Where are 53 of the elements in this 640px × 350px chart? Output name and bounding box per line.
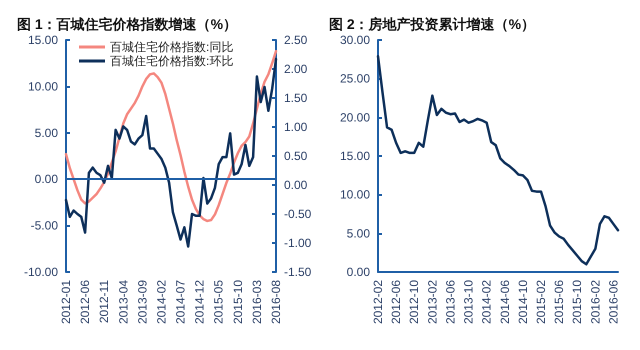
x-tick-label: 2012-11: [97, 280, 112, 324]
y2-tick-label: 2.50: [284, 33, 308, 47]
x-tick-label: 2016-06: [606, 280, 620, 324]
y-tick-label: 10.00: [340, 188, 370, 202]
x-tick-label: 2015-06: [552, 280, 566, 324]
x-tick-label: 2016-08: [269, 280, 283, 324]
x-tick-label: 2015-05: [212, 280, 226, 324]
chart-title: 图 1：百城住宅价格指数增速（%）: [17, 16, 238, 32]
x-tick-label: 2014-07: [174, 280, 188, 324]
y-tick-label: 0.00: [34, 172, 58, 186]
y-tick-label: 25.00: [340, 72, 370, 86]
y2-tick-label: 1.50: [284, 91, 308, 105]
x-tick-label: 2013-06: [443, 280, 458, 324]
x-tick-label: 2015-10: [230, 280, 245, 324]
y2-tick-label: 0.00: [284, 178, 308, 192]
x-tick-label: 2016-02: [588, 280, 602, 324]
x-tick-label: 2012-06: [389, 280, 404, 324]
chart-title: 图 2：房地产投资累计增速（%）: [329, 16, 536, 32]
x-tick-label: 2012-01: [59, 280, 73, 324]
line-series: [376, 54, 620, 266]
y-tick-label: 5.00: [34, 126, 58, 140]
x-tick-label: 2013-02: [425, 280, 440, 324]
x-tick-label: 2013-09: [135, 280, 150, 324]
x-tick-label: 2014-12: [192, 280, 207, 324]
y2-tick-label: 2.00: [284, 62, 308, 76]
y-tick-label: 10.00: [28, 79, 58, 94]
x-tick-label: 2012-02: [371, 280, 385, 324]
y-tick-label: -5.00: [30, 218, 58, 233]
y2-tick-label: 0.50: [284, 149, 308, 163]
x-tick-label: 2014-02: [154, 280, 168, 324]
y-tick-label: 0.00: [346, 265, 370, 279]
x-tick-label: 2013-04: [116, 280, 130, 324]
x-tick-label: 2016-03: [250, 280, 264, 324]
x-tick-label: 2012-10: [407, 280, 422, 324]
y-tick-label: 15.00: [28, 33, 58, 47]
x-tick-label: 2013-10: [462, 280, 476, 324]
legend-label: 百城住宅价格指数:同比: [110, 40, 234, 54]
y-tick-label: 15.00: [340, 149, 370, 163]
y-tick-label: -10.00: [24, 265, 58, 279]
x-tick-label: 2014-02: [480, 280, 494, 324]
x-tick-label: 2015-02: [534, 280, 548, 324]
x-tick-label: 2012-06: [78, 280, 92, 324]
x-tick-label: 2014-06: [498, 280, 512, 324]
y2-tick-label: -0.50: [284, 207, 312, 221]
x-tick-label: 2015-10: [570, 280, 584, 324]
legend-label: 百城住宅价格指数:环比: [110, 54, 234, 68]
y2-tick-label: -1.50: [284, 265, 312, 279]
y-tick-label: 5.00: [346, 226, 370, 240]
y-tick-label: 20.00: [340, 110, 370, 124]
y2-tick-label: 1.00: [284, 120, 308, 134]
y-tick-label: 30.00: [340, 33, 370, 47]
x-tick-label: 2014-10: [516, 280, 530, 324]
y2-tick-label: -1.00: [284, 236, 312, 250]
